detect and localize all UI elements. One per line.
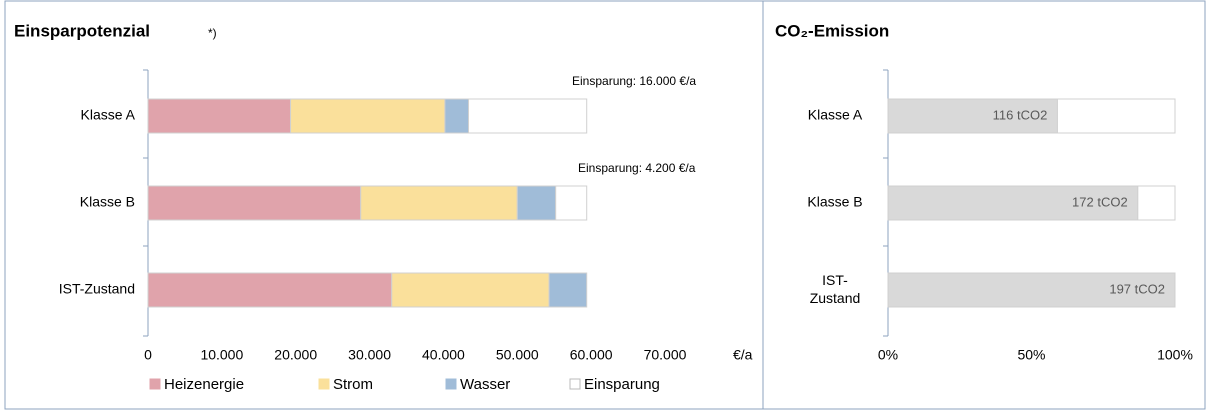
- legend-label: Heizenergie: [164, 376, 244, 393]
- bar: [887, 98, 1058, 134]
- annotation: Einsparung: 16.000 €/a: [572, 74, 696, 88]
- bar: [887, 185, 1139, 221]
- x-tick-label: 20.000: [274, 347, 317, 363]
- x-tick-label: 60.000: [570, 347, 613, 363]
- bar-segment: [444, 98, 470, 134]
- legend-swatch: [569, 378, 581, 390]
- y-tick-label: Klasse A: [808, 107, 863, 123]
- x-tick-label: 10.000: [200, 347, 243, 363]
- x-tick-label: 100%: [1157, 347, 1193, 363]
- title-note: *): [208, 26, 217, 40]
- value-label: 197 tCO2: [1109, 281, 1165, 296]
- y-tick-label: Klasse B: [807, 194, 862, 210]
- x-tick-label: 30.000: [348, 347, 391, 363]
- bar-segment: [147, 272, 393, 308]
- legend-label: Strom: [333, 376, 373, 393]
- x-tick-label: 0: [144, 347, 152, 363]
- chart-title: CO₂-Emission: [775, 21, 889, 40]
- y-tick-label: IST-Zustand: [810, 272, 861, 306]
- bar-remainder: [1056, 98, 1176, 134]
- x-tick-label: 70.000: [644, 347, 687, 363]
- bar-segment: [468, 98, 588, 134]
- bar-segment: [147, 98, 292, 134]
- bar-segment: [548, 272, 588, 308]
- legend-label: Einsparung: [584, 376, 660, 393]
- x-tick-label: 0%: [878, 347, 898, 363]
- annotation: Einsparung: 4.200 €/a: [578, 161, 696, 175]
- x-tick-label: 40.000: [422, 347, 465, 363]
- legend-swatch: [149, 378, 161, 390]
- y-tick-label: IST-Zustand: [59, 281, 135, 297]
- y-tick-label: Klasse A: [81, 107, 136, 123]
- bar-segment: [360, 185, 518, 221]
- value-label: 172 tCO2: [1072, 194, 1128, 209]
- bar-segment: [516, 185, 557, 221]
- x-axis-label: €/a: [733, 347, 753, 363]
- x-tick-label: 50.000: [496, 347, 539, 363]
- bar: [887, 272, 1176, 308]
- x-tick-label: 50%: [1017, 347, 1045, 363]
- value-label: 116 tCO2: [993, 107, 1048, 122]
- legend-swatch: [445, 378, 457, 390]
- y-tick-label: Klasse B: [80, 194, 135, 210]
- bar-segment: [555, 185, 588, 221]
- bar-segment: [290, 98, 446, 134]
- legend-label: Wasser: [460, 376, 510, 393]
- bar-segment: [391, 272, 550, 308]
- bar-segment: [147, 185, 362, 221]
- frame: [4, 0, 1206, 410]
- bar-remainder: [1137, 185, 1176, 221]
- chart-title: Einsparpotenzial: [14, 21, 150, 40]
- legend-swatch: [318, 378, 330, 390]
